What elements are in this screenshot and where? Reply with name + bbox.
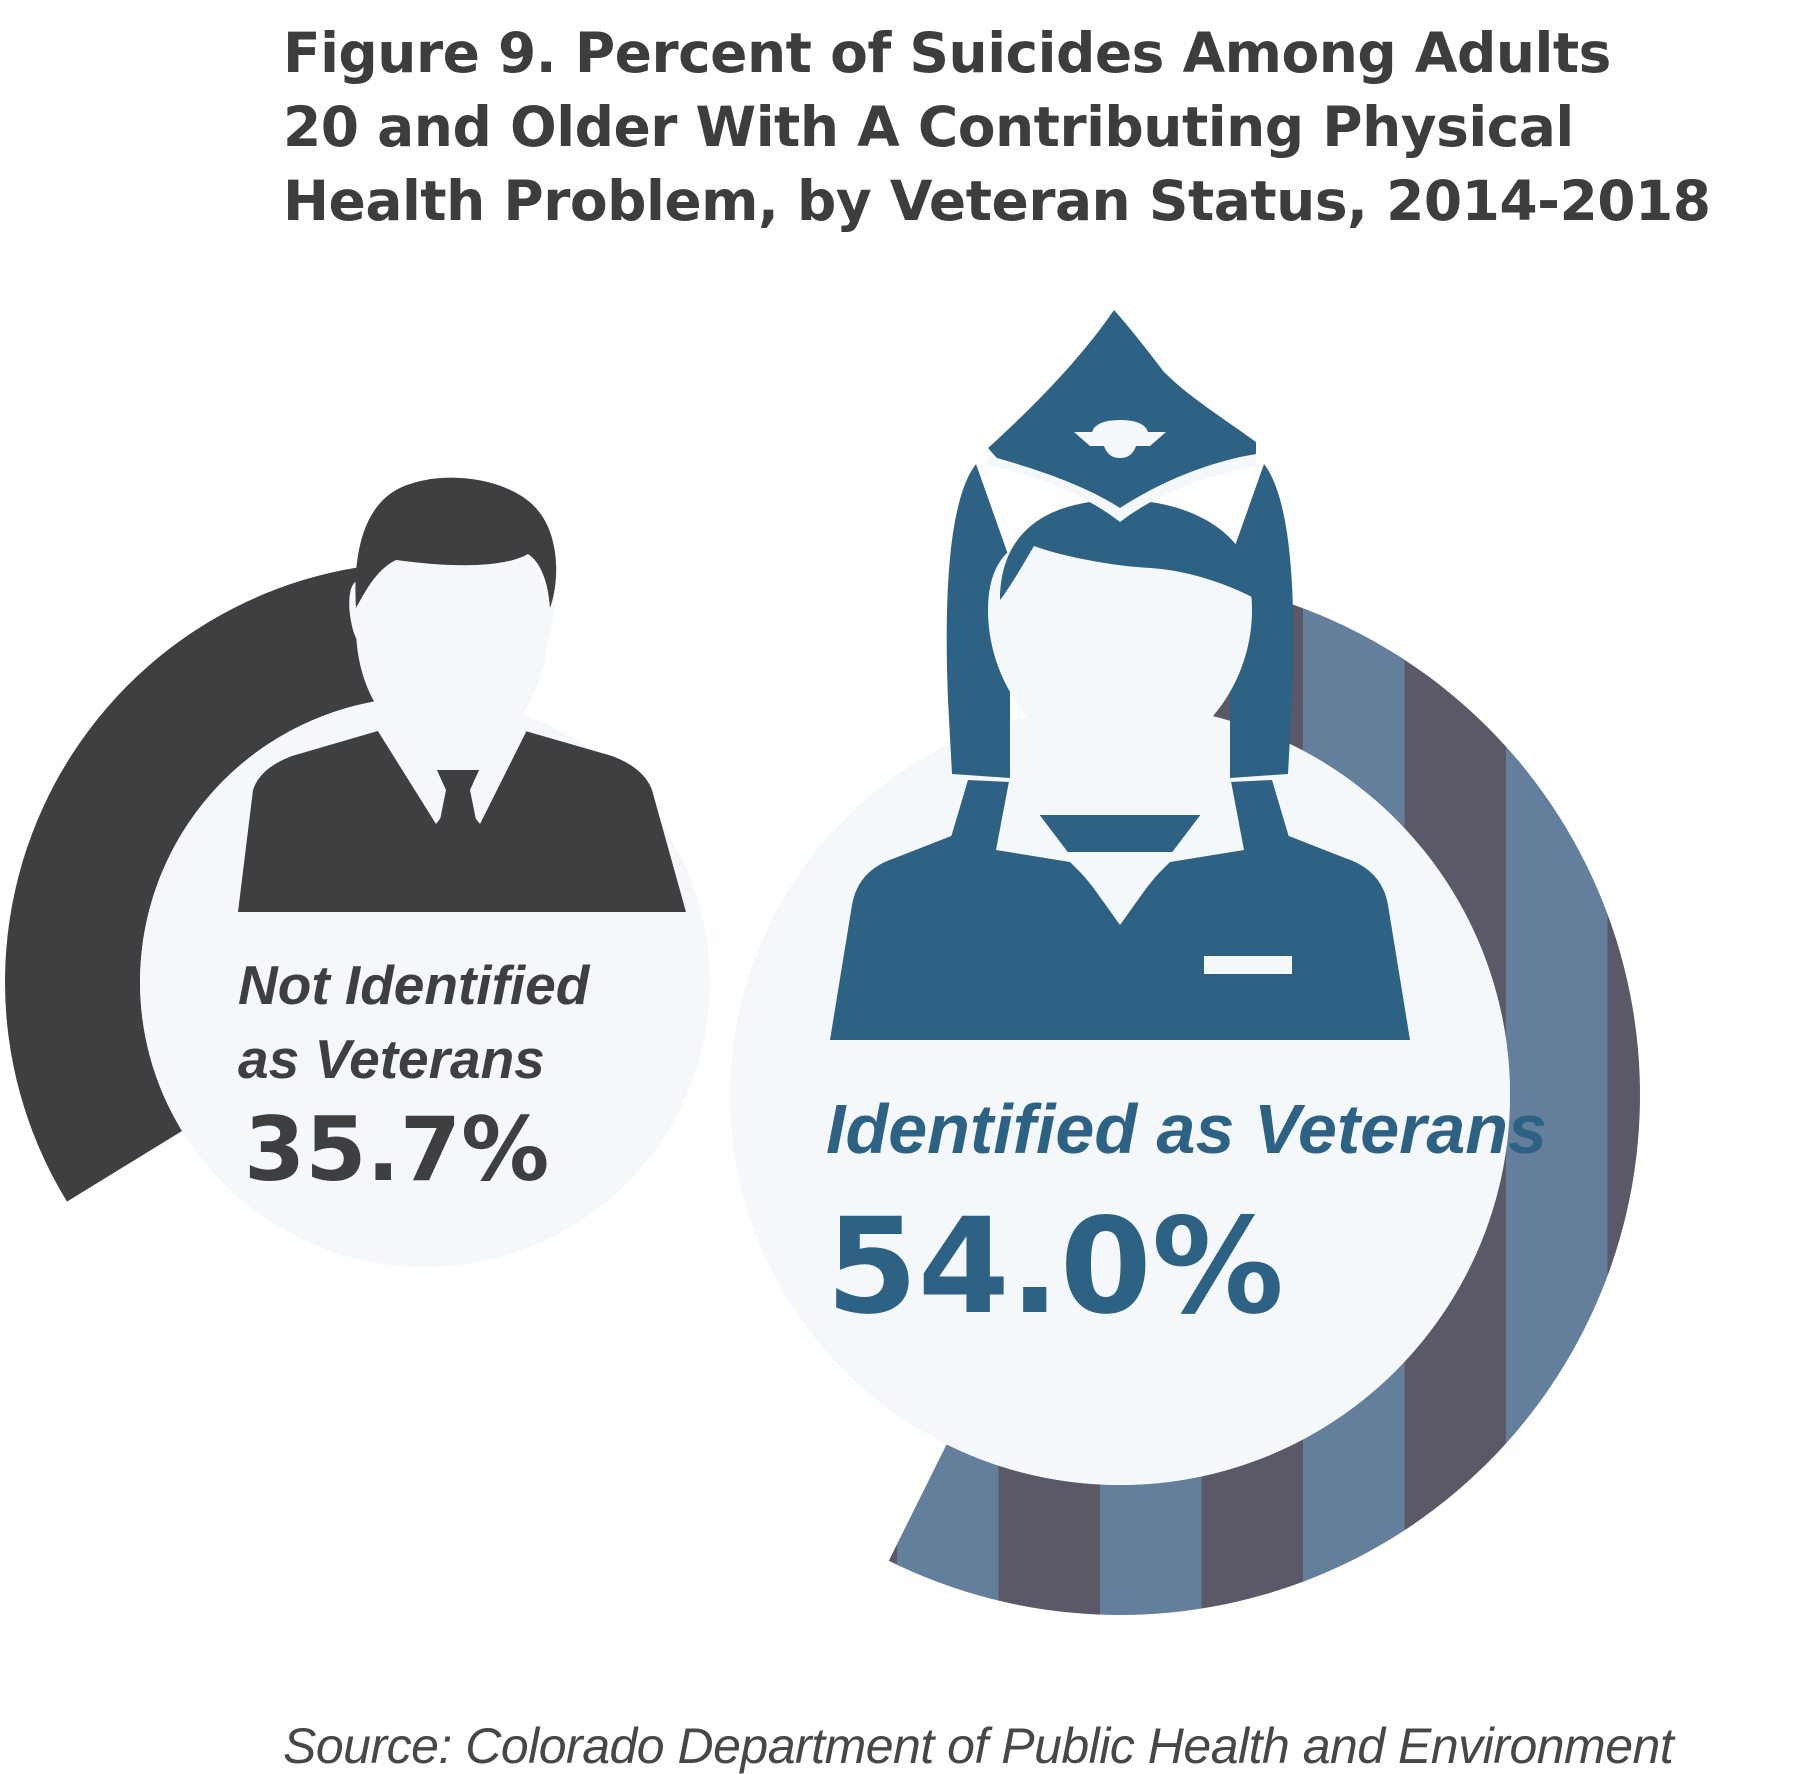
veteran-arc [888, 586, 1640, 1615]
not-veteran-gauge [5, 477, 710, 1267]
veteran-label: Identified as Veterans [826, 1090, 1547, 1168]
female-service-member-icon [830, 310, 1410, 1040]
not-veteran-label-line-1: Not Identified [238, 954, 590, 1016]
not-veteran-value: 35.7% [244, 1098, 550, 1201]
chart-title: Figure 9. Percent of Suicides Among Adul… [283, 16, 1783, 238]
not-veteran-arc [5, 562, 477, 1202]
veteran-value: 54.0% [826, 1190, 1284, 1344]
title-line-1: Figure 9. Percent of Suicides Among Adul… [283, 21, 1611, 85]
title-line-3: Health Problem, by Veteran Status, 2014-… [283, 169, 1711, 233]
veteran-gauge [730, 310, 1640, 1615]
businessman-icon [238, 477, 686, 912]
source-note: Source: Colorado Department of Public He… [283, 1718, 1674, 1774]
not-veteran-label: Not Identified as Veterans [238, 948, 589, 1096]
not-veteran-label-line-2: as Veterans [238, 1028, 545, 1090]
title-line-2: 20 and Older With A Contributing Physica… [283, 95, 1574, 159]
